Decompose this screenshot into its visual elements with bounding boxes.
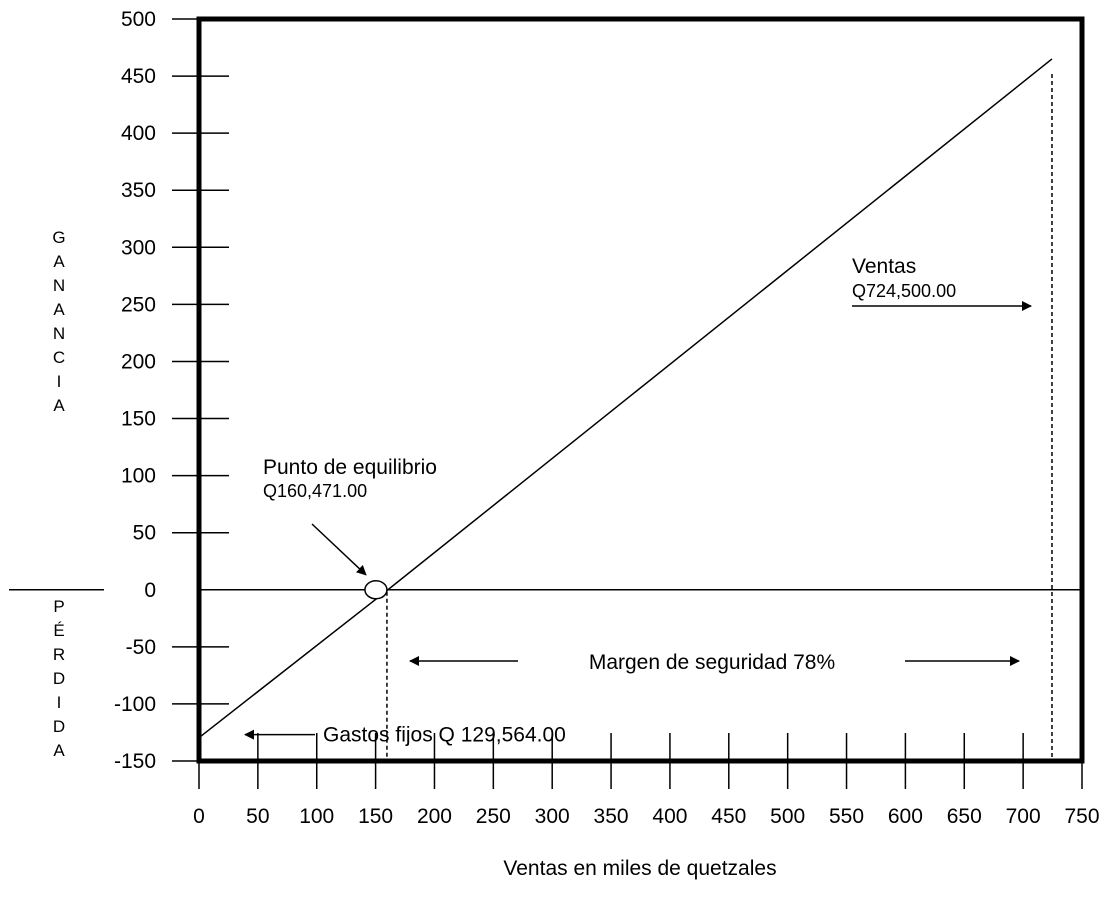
perdida-letter: R — [53, 645, 65, 664]
ganancia-letter: G — [52, 228, 65, 247]
y-tick-label: 500 — [121, 8, 156, 31]
x-tick-label: 550 — [829, 805, 864, 828]
x-axis-title: Ventas en miles de quetzales — [503, 857, 776, 880]
x-tick-label: 450 — [711, 805, 746, 828]
ganancia-letter: A — [53, 396, 65, 415]
x-tick-label: 300 — [535, 805, 570, 828]
ganancia-letter: A — [53, 252, 65, 271]
profit-line — [198, 58, 1053, 739]
perdida-letter: P — [53, 597, 64, 616]
y-tick-label: 250 — [121, 293, 156, 316]
y-tick-label: 300 — [121, 236, 156, 259]
sales-value-label: Q724,500.00 — [852, 281, 956, 301]
y-tick-label: -150 — [114, 750, 156, 773]
x-tick-label: 50 — [246, 805, 269, 828]
y-tick-label: 0 — [144, 579, 156, 602]
sales-label: Ventas — [852, 255, 916, 278]
y-tick-label: 50 — [133, 522, 156, 545]
series-layer — [198, 58, 1053, 739]
y-tick-label: 400 — [121, 122, 156, 145]
x-tick-label: 100 — [299, 805, 334, 828]
x-tick-label: 500 — [770, 805, 805, 828]
y-tick-label: 100 — [121, 465, 156, 488]
x-tick-label: 650 — [947, 805, 982, 828]
y-tick-label: 450 — [121, 65, 156, 88]
ganancia-letter: C — [53, 348, 65, 367]
x-tick-label: 750 — [1064, 805, 1099, 828]
perdida-letter: A — [53, 741, 65, 760]
ganancia-letter: A — [53, 300, 65, 319]
perdida-letter: É — [53, 621, 64, 640]
ganancia-letter: I — [57, 372, 62, 391]
perdida-letter: I — [57, 693, 62, 712]
y-tick-label: 350 — [121, 179, 156, 202]
ganancia-letter: N — [53, 324, 65, 343]
y-tick-label: -50 — [126, 636, 156, 659]
break-even-marker — [364, 580, 388, 600]
perdida-letter: D — [53, 669, 65, 688]
x-tick-label: 600 — [888, 805, 923, 828]
x-tick-label: 350 — [594, 805, 629, 828]
break-even-arrow — [311, 523, 367, 576]
safety-margin-label: Margen de seguridad 78% — [589, 651, 835, 674]
fixed-costs-label: Gastos fijos Q 129,564.00 — [323, 724, 566, 747]
y-tick-label: -100 — [114, 693, 156, 716]
break-even-label: Punto de equilibrio — [263, 456, 437, 479]
y-axis-ticks: 500450400350300250200150100500-50-100-15… — [9, 8, 1082, 773]
x-axis-ticks: 0 50 100 150 200 250 300 350 400 450 500 550 600 650 7… — [193, 733, 1100, 828]
y-tick-label: 200 — [121, 350, 156, 373]
perdida-letter: D — [53, 717, 65, 736]
y-tick-label: 150 — [121, 408, 156, 431]
x-tick-label: 400 — [652, 805, 687, 828]
x-tick-label: 700 — [1006, 805, 1041, 828]
plot-frame — [196, 16, 1085, 764]
x-tick-label: 0 — [193, 805, 205, 828]
x-tick-label: 250 — [476, 805, 511, 828]
x-tick-label: 150 — [358, 805, 393, 828]
x-tick-label: 200 — [417, 805, 452, 828]
ganancia-letter: N — [53, 276, 65, 295]
plot-border — [196, 16, 1085, 764]
break-even-value-label: Q160,471.00 — [263, 481, 367, 501]
